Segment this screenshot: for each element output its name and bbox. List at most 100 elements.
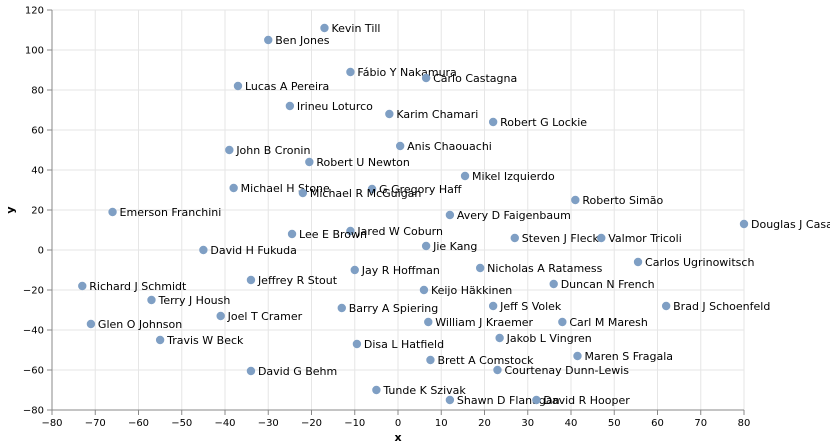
data-point	[421, 73, 431, 83]
data-point-label: Terry J Housh	[157, 294, 230, 307]
data-point	[350, 265, 359, 275]
data-point	[264, 35, 273, 45]
data-point-label: Jeffrey R Stout	[257, 274, 338, 287]
data-point-label: Douglas J Casa	[751, 218, 830, 231]
data-point-label: Nicholas A Ratamess	[487, 262, 602, 275]
data-point-label: Michael R McGuigan	[310, 187, 422, 200]
data-point	[460, 171, 470, 181]
data-point-label: Tunde K Szivak	[382, 384, 466, 397]
x-tick-label: −50	[171, 418, 192, 429]
data-point-label: Fábio Y Nakamura	[357, 66, 456, 79]
data-point	[419, 285, 429, 295]
data-point-label: Jeff S Volek	[499, 300, 562, 313]
data-point	[346, 67, 355, 77]
y-tick-label: −40	[23, 326, 44, 337]
data-point	[493, 365, 502, 375]
data-point	[287, 229, 297, 239]
data-point-label: Brad J Schoenfeld	[673, 300, 770, 313]
data-point	[495, 333, 504, 343]
data-point-label: Roberto Simão	[582, 194, 663, 207]
x-tick-label: 50	[608, 418, 621, 429]
data-point-label: David R Hooper	[543, 394, 630, 407]
y-tick-label: −60	[23, 366, 44, 377]
data-point	[86, 319, 96, 329]
data-point-label: Richard J Schmidt	[89, 280, 187, 293]
data-point-label: Barry A Spiering	[349, 302, 439, 315]
data-point-label: Joel T Cramer	[227, 310, 303, 323]
y-tick-label: 60	[31, 126, 44, 137]
axes: −80 −70 −60 −50 −40 −30 −20 −10 0 10 20 30 40 50 60 70 8…	[23, 6, 750, 430]
data-point	[426, 355, 435, 365]
data-point	[445, 395, 455, 405]
x-tick-label: 40	[565, 418, 578, 429]
data-point-label: Brett A Comstock	[437, 354, 534, 367]
data-point-label: Carlo Castagna	[433, 72, 517, 85]
data-point-label: Karim Chamari	[396, 108, 478, 121]
x-tick-label: 20	[478, 418, 491, 429]
y-tick-label: −20	[23, 286, 44, 297]
x-tick-label: −80	[41, 418, 62, 429]
data-point-label: Glen O Johnson	[98, 318, 182, 331]
data-point-label: Emerson Franchini	[120, 206, 222, 219]
y-tick-label: 120	[25, 6, 44, 17]
y-tick-label: −80	[23, 406, 44, 417]
data-point-label: David H Fukuda	[210, 244, 296, 257]
data-point	[597, 233, 606, 243]
data-point	[395, 141, 405, 151]
x-tick-label: 30	[521, 418, 534, 429]
data-point	[298, 188, 308, 198]
data-point-label: Irineu Loturco	[297, 100, 373, 113]
data-point	[199, 245, 208, 255]
data-point-label: Jared W Coburn	[356, 225, 443, 238]
data-point	[510, 233, 519, 243]
data-point	[155, 335, 165, 345]
x-tick-label: 0	[395, 418, 401, 429]
data-point	[633, 257, 643, 267]
x-tick-label: −30	[258, 418, 279, 429]
data-point-label: David G Behm	[258, 365, 337, 378]
data-point	[147, 295, 156, 305]
x-tick-label: −40	[214, 418, 235, 429]
data-point	[233, 81, 243, 91]
data-point	[558, 317, 567, 327]
data-point	[246, 275, 256, 285]
data-point-label: G Gregory Haff	[379, 183, 462, 196]
x-tick-label: −10	[344, 418, 365, 429]
data-point	[367, 184, 377, 194]
x-axis-title: x	[394, 431, 401, 444]
data-point	[573, 351, 582, 361]
data-point-label: Valmor Tricoli	[608, 232, 682, 245]
data-point	[445, 210, 455, 220]
x-tick-label: 60	[651, 418, 664, 429]
data-point-label: John B Cronin	[235, 144, 310, 157]
data-point	[229, 183, 238, 193]
data-point-label: Disa L Hatfield	[364, 338, 444, 351]
y-axis-title: y	[4, 206, 17, 213]
data-point	[571, 195, 580, 205]
data-point-label: Courtenay Dunn-Lewis	[504, 364, 629, 377]
data-point	[532, 395, 541, 405]
x-tick-label: 80	[738, 418, 751, 429]
data-point	[285, 101, 295, 111]
y-tick-label: 20	[31, 206, 44, 217]
data-point-label: Maren S Fragala	[584, 350, 673, 363]
x-tick-label: −60	[128, 418, 149, 429]
data-point-label: Travis W Beck	[166, 334, 244, 347]
data-point-label: Ben Jones	[275, 34, 329, 47]
data-point-label: Steven J Fleck	[522, 232, 600, 245]
x-tick-label: 10	[435, 418, 448, 429]
y-tick-label: 100	[25, 46, 44, 57]
data-point	[337, 303, 346, 313]
data-point-label: Robert U Newton	[316, 156, 410, 169]
data-point	[246, 366, 256, 376]
data-point	[739, 219, 749, 229]
x-tick-label: 70	[694, 418, 707, 429]
data-point	[320, 23, 329, 33]
x-tick-label: −70	[85, 418, 106, 429]
x-tick-label: −20	[301, 418, 322, 429]
data-point	[372, 385, 381, 395]
data-point-label: Jakob L Vingren	[506, 332, 592, 345]
data-point	[346, 226, 355, 236]
data-point-label: Keijo Häkkinen	[431, 284, 512, 297]
